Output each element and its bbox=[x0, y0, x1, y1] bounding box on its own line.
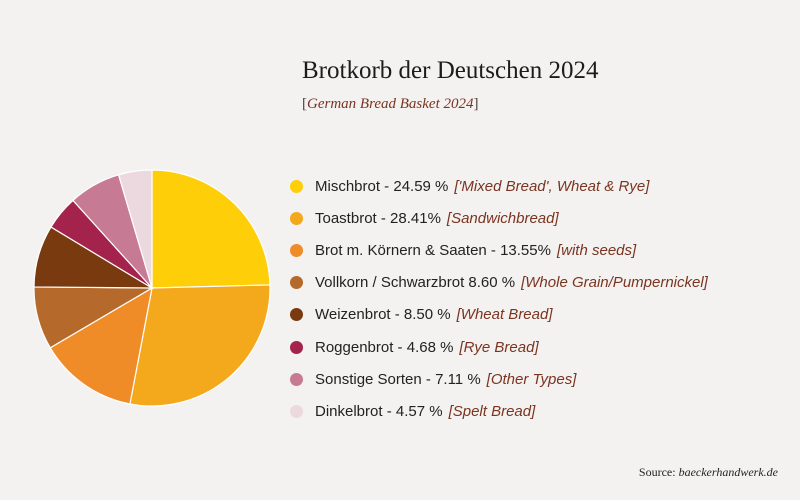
subtitle-close-bracket: ] bbox=[473, 96, 479, 112]
legend-translation: [Sandwichbread] bbox=[446, 209, 559, 227]
source-prefix: Source: bbox=[638, 465, 676, 479]
legend-label: Brot m. Körnern & Saaten - 13.55% bbox=[315, 241, 551, 259]
pie-slice-3 bbox=[49, 286, 153, 405]
legend-label: Mischbrot - 24.59 % bbox=[315, 177, 449, 195]
source-note: Source: baeckerhandwerk.de bbox=[639, 465, 778, 480]
chart-title: Brotkorb der Deutschen 2024 bbox=[302, 57, 599, 84]
pie-slice-2 bbox=[129, 284, 271, 407]
pie-slice-8 bbox=[117, 169, 153, 289]
legend-swatch bbox=[290, 308, 303, 322]
legend-label: Roggenbrot - 4.68 % bbox=[315, 338, 454, 356]
legend-label: Sonstige Sorten - 7.11 % bbox=[315, 370, 481, 388]
legend-swatch bbox=[290, 276, 303, 290]
legend-swatch bbox=[290, 372, 303, 386]
legend-swatch bbox=[290, 211, 303, 225]
legend-item-koernerbrot: Brot m. Körnern & Saaten - 13.55% [with s… bbox=[286, 234, 708, 266]
legend-translation: [Wheat Bread] bbox=[456, 306, 553, 324]
legend-translation: [with seeds] bbox=[556, 241, 637, 259]
legend-swatch bbox=[290, 340, 303, 354]
subtitle-text: German Bread Basket 2024 bbox=[307, 96, 474, 112]
legend-translation: [Rye Bread] bbox=[459, 338, 539, 356]
legend-swatch bbox=[290, 179, 303, 193]
legend-translation: [Whole Grain/Pumpernickel] bbox=[521, 274, 708, 292]
subtitle-open-bracket: [ bbox=[302, 96, 307, 112]
legend-item-vollkorn: Vollkorn / Schwarzbrot 8.60 % [Whole Grai… bbox=[286, 267, 708, 299]
chart-subtitle: [German Bread Basket 2024] bbox=[302, 96, 479, 113]
legend-translation: [Spelt Bread] bbox=[448, 402, 536, 420]
legend-label: Weizenbrot - 8.50 % bbox=[315, 306, 451, 324]
legend-item-roggenbrot: Roggenbrot - 4.68 % [Rye Bread] bbox=[286, 331, 708, 363]
pie-chart bbox=[33, 169, 271, 407]
legend-swatch bbox=[290, 243, 303, 257]
legend-translation: ['Mixed Bread', Wheat & Rye] bbox=[454, 177, 650, 195]
legend-item-sonstige: Sonstige Sorten - 7.11 % [Other Types] bbox=[286, 363, 708, 395]
legend-translation: [Other Types] bbox=[486, 370, 577, 388]
legend-item-toastbrot: Toastbrot - 28.41% [Sandwichbread] bbox=[286, 202, 708, 234]
legend-label: Vollkorn / Schwarzbrot 8.60 % bbox=[315, 274, 516, 292]
legend-label: Toastbrot - 28.41% bbox=[315, 209, 441, 227]
legend: Mischbrot - 24.59 % ['Mixed Bread', Wheat… bbox=[286, 170, 708, 428]
legend-label: Dinkelbrot - 4.57 % bbox=[315, 402, 443, 420]
legend-item-dinkelbrot: Dinkelbrot - 4.57 % [Spelt Bread] bbox=[286, 395, 708, 427]
source-text: baeckerhandwerk.de bbox=[678, 465, 778, 479]
legend-item-mischbrot: Mischbrot - 24.59 % ['Mixed Bread', Wheat… bbox=[286, 170, 708, 202]
legend-item-weizenbrot: Weizenbrot - 8.50 % [Wheat Bread] bbox=[286, 299, 708, 331]
legend-swatch bbox=[290, 404, 303, 418]
pie-slice-1 bbox=[151, 169, 271, 289]
